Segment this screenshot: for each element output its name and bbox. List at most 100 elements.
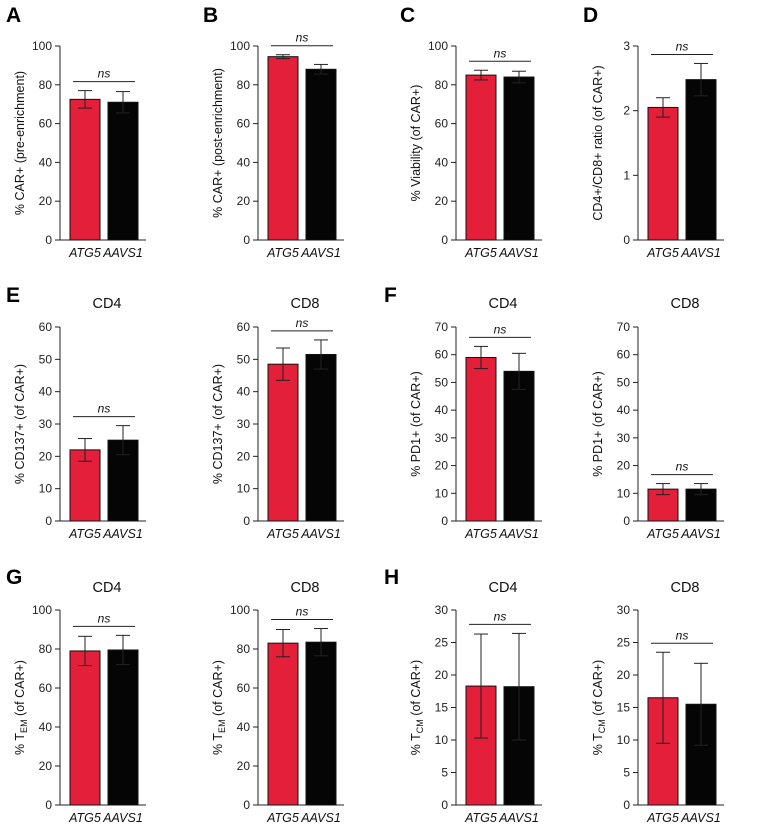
y-axis-label: % Viability (of CAR+) [409, 85, 423, 202]
y-tick-label: 0 [243, 514, 250, 528]
category-label: ATG5 [464, 246, 497, 260]
y-tick-label: 30 [435, 431, 449, 445]
y-axis-label: % CAR+ (post-enrichment) [211, 68, 225, 218]
y-tick-label: 25 [617, 636, 631, 650]
y-axis-label: CD4+/CD8+ ratio (of CAR+) [591, 65, 605, 220]
bar-aavs1 [503, 76, 535, 241]
y-tick-label: 20 [237, 194, 251, 208]
panel-title: CD4 [488, 580, 517, 596]
panel-title: CD8 [290, 296, 319, 312]
significance-label: ns [494, 46, 507, 60]
chart-panel: D 0 1 2 3 CD4+/CD8+ ratio (of CAR+) ATG5 AAVS1 n… [583, 4, 724, 260]
chart-panel: CD8 0 20 40 60 80 100 % TEM (of CAR+) ATG5 AAVS1 n… [211, 580, 344, 825]
y-tick-label: 20 [39, 194, 53, 208]
y-tick-label: 40 [39, 720, 53, 734]
category-label: AAVS1 [102, 811, 143, 825]
y-tick-label: 0 [441, 514, 448, 528]
category-label: ATG5 [266, 811, 299, 825]
bar-aavs1 [503, 686, 535, 806]
significance-label: ns [676, 460, 689, 474]
y-tick-label: 10 [617, 486, 631, 500]
y-tick-label: 0 [623, 233, 630, 247]
y-tick-label: 40 [617, 403, 631, 417]
category-label: AAVS1 [680, 811, 721, 825]
y-tick-label: 40 [39, 385, 53, 399]
panel-letter: G [6, 566, 22, 589]
y-tick-label: 30 [237, 417, 251, 431]
significance-label: ns [676, 39, 689, 53]
category-label: AAVS1 [300, 811, 341, 825]
significance-label: ns [98, 67, 111, 81]
panel-title: CD4 [488, 296, 517, 312]
y-tick-label: 0 [243, 798, 250, 812]
y-tick-label: 0 [441, 233, 448, 247]
y-tick-label: 80 [237, 642, 251, 656]
panel-letter: B [203, 4, 218, 27]
y-axis-label: % TEM (of CAR+) [211, 660, 227, 755]
chart-panel: G CD4 0 20 40 60 80 100 % TEM (of CAR+) ATG5 AAVS1… [6, 566, 146, 825]
y-tick-label: 40 [435, 155, 449, 169]
y-tick-label: 80 [237, 78, 251, 92]
y-tick-label: 20 [237, 759, 251, 773]
category-label: AAVS1 [300, 246, 341, 260]
significance-label: ns [676, 628, 689, 642]
chart-panel: H CD4 0 5 10 15 20 25 30 % TCM (of CAR+) ATG5 AAVS1… [384, 566, 542, 825]
y-tick-label: 20 [435, 459, 449, 473]
y-axis-label: % TCM (of CAR+) [409, 660, 425, 755]
y-tick-label: 30 [435, 603, 449, 617]
bar-aavs1 [305, 353, 337, 522]
chart-panel: F CD4 0 10 20 30 40 50 60 70 % PD1+ (of CAR+) ATG5 A… [384, 284, 542, 541]
y-tick-label: 10 [435, 733, 449, 747]
bar-aavs1 [305, 641, 337, 806]
bar-atg5 [69, 449, 101, 522]
category-label: ATG5 [68, 811, 101, 825]
y-axis-label: % PD1+ (of CAR+) [591, 371, 605, 477]
panel-letter: H [384, 566, 399, 589]
bar-aavs1 [305, 68, 337, 241]
category-label: AAVS1 [498, 527, 539, 541]
y-tick-label: 40 [435, 403, 449, 417]
panel-title: CD4 [92, 580, 121, 596]
y-tick-label: 1 [623, 168, 630, 182]
bar-atg5 [647, 106, 679, 241]
y-tick-label: 0 [243, 233, 250, 247]
y-tick-label: 2 [623, 104, 630, 118]
bar-atg5 [465, 74, 497, 241]
y-tick-label: 60 [39, 117, 53, 131]
y-tick-label: 20 [39, 759, 53, 773]
significance-label: ns [494, 609, 507, 623]
y-tick-label: 60 [237, 320, 251, 334]
y-tick-label: 60 [435, 117, 449, 131]
y-tick-label: 40 [39, 155, 53, 169]
panel-letter: E [6, 284, 20, 307]
y-tick-label: 60 [237, 681, 251, 695]
y-tick-label: 0 [45, 233, 52, 247]
y-tick-label: 100 [32, 39, 52, 53]
y-tick-label: 15 [435, 701, 449, 715]
y-axis-label: % PD1+ (of CAR+) [409, 371, 423, 477]
category-label: ATG5 [464, 811, 497, 825]
y-tick-label: 0 [45, 514, 52, 528]
panel-letter: F [384, 284, 397, 307]
y-axis-label: % CD137+ (of CAR+) [13, 364, 27, 484]
bar-aavs1 [107, 101, 139, 241]
y-tick-label: 50 [39, 352, 53, 366]
chart-panel: B 0 20 40 60 80 100 % CAR+ (post-enrichment) ATG… [203, 4, 344, 260]
y-tick-label: 60 [237, 117, 251, 131]
panel-title: CD8 [670, 580, 699, 596]
category-label: AAVS1 [498, 811, 539, 825]
chart-panel: CD8 0 10 20 30 40 50 60 % CD137+ (of CAR+) ATG5 AA… [211, 296, 344, 541]
bar-atg5 [267, 642, 299, 806]
category-label: AAVS1 [102, 527, 143, 541]
significance-label: ns [296, 31, 309, 45]
panel-letter: A [6, 4, 21, 27]
y-tick-label: 30 [617, 603, 631, 617]
y-tick-label: 30 [617, 431, 631, 445]
category-label: ATG5 [68, 527, 101, 541]
y-tick-label: 5 [623, 766, 630, 780]
y-tick-label: 0 [45, 798, 52, 812]
significance-label: ns [494, 322, 507, 336]
y-tick-label: 3 [623, 39, 630, 53]
bar-atg5 [267, 363, 299, 522]
